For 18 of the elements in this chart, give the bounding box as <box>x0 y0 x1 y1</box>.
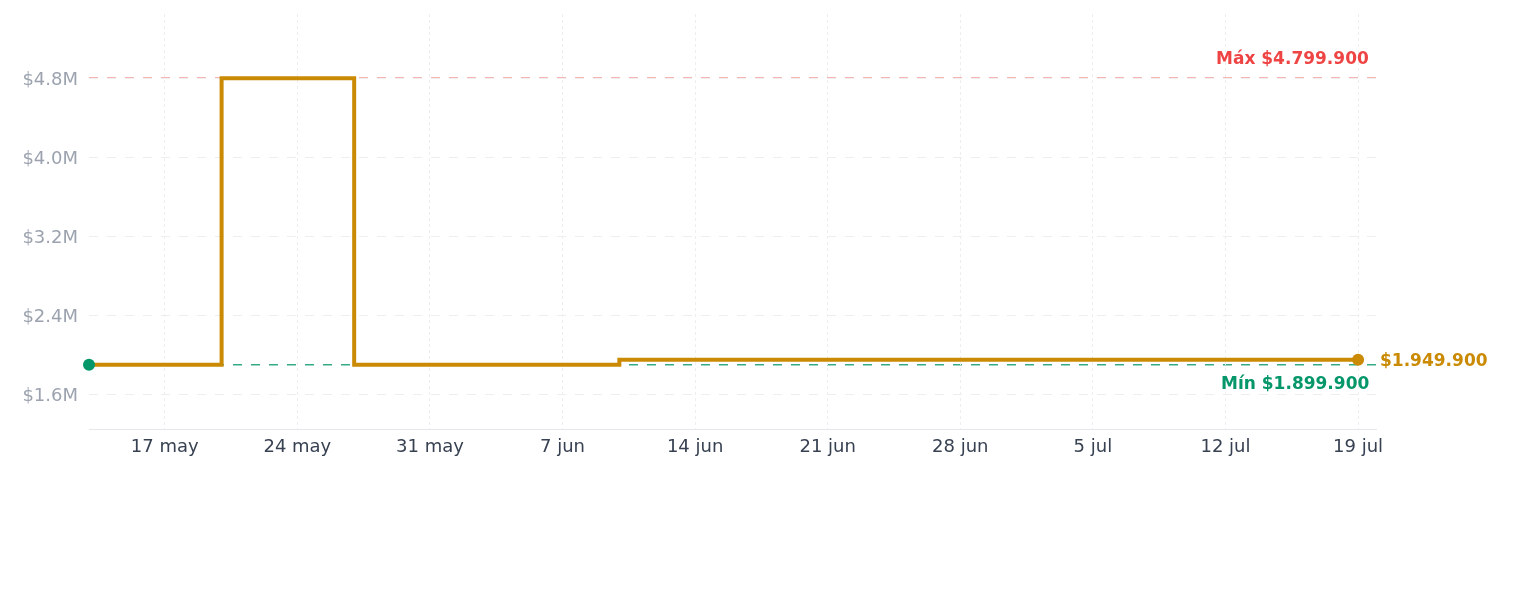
x-tick-label: 5 jul <box>1073 434 1113 456</box>
x-tick-label: 21 jun <box>799 434 856 456</box>
x-tick-label: 7 jun <box>540 434 586 456</box>
x-tick-label: 19 jul <box>1333 434 1384 456</box>
x-tick-label: 28 jun <box>932 434 989 456</box>
annotation: $1.949.900 <box>1380 350 1488 370</box>
y-tick-label: $4.8M <box>22 67 78 89</box>
y-tick-label: $3.2M <box>22 225 78 247</box>
x-tick-label: 24 may <box>263 434 332 456</box>
x-tick-label: 12 jul <box>1200 434 1251 456</box>
x-tick-label: 14 jun <box>666 434 724 456</box>
x-tick-label: 17 may <box>130 434 200 456</box>
ref-line-label: Mín $1.899.900 <box>1221 373 1370 393</box>
x-tick-label: 31 may <box>396 434 465 456</box>
y-tick-label: $1.6M <box>22 383 78 405</box>
y-tick-label: $4.0M <box>22 146 78 168</box>
ref-line-label: Máx $4.799.900 <box>1216 48 1369 68</box>
y-tick-label: $2.4M <box>22 304 78 326</box>
